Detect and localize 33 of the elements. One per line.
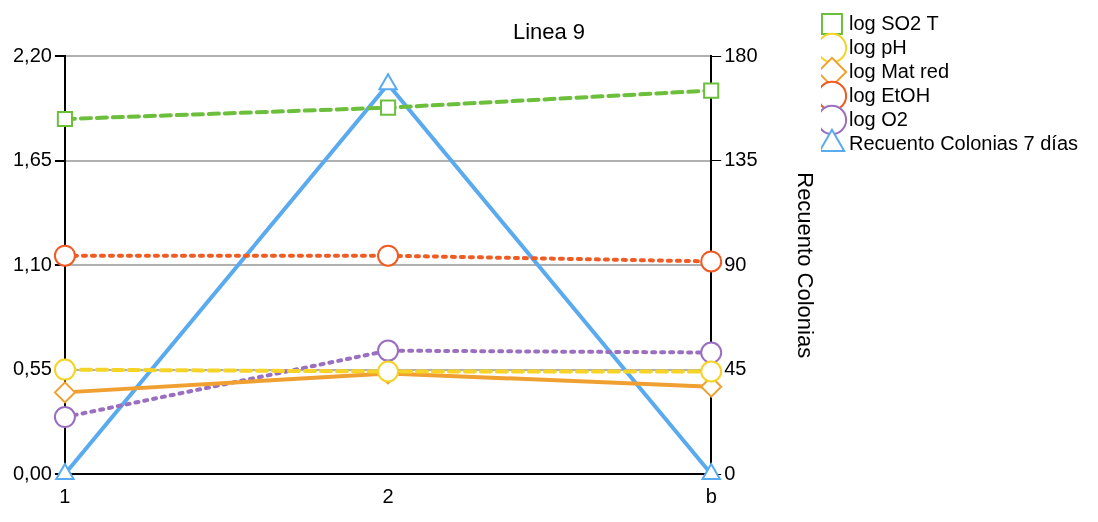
y2-tick-label: 180 — [724, 43, 758, 66]
legend-label: log SO2 T — [848, 11, 939, 34]
y-tick-label: 0,00 — [12, 461, 52, 484]
y-tick-label: 2,20 — [12, 43, 52, 66]
y2-tick-label: 0 — [724, 461, 736, 484]
x-tick-label: 1 — [59, 484, 71, 507]
point — [53, 406, 76, 429]
y2-axis-title: Recuento Colonias — [792, 172, 818, 359]
y2-tick-label: 45 — [724, 357, 747, 380]
legend-label: Recuento Colonias 7 días — [848, 131, 1079, 154]
legend-label: log EtOH — [848, 83, 931, 106]
point — [703, 82, 720, 99]
legend-label: log Mat red — [848, 59, 950, 82]
legend-label: log O2 — [848, 107, 908, 130]
y-tick-label: 0,55 — [12, 357, 52, 380]
point — [56, 110, 73, 128]
y-tick-label: 1,10 — [12, 252, 52, 275]
x-tick-label: b — [705, 484, 717, 507]
point — [700, 250, 723, 273]
point — [377, 339, 400, 362]
chart-title: Linea 9 — [512, 19, 586, 45]
point — [53, 244, 76, 267]
point — [53, 358, 76, 381]
point — [700, 360, 723, 383]
x-tick-label: 2 — [382, 484, 394, 507]
point — [377, 244, 400, 267]
y2-tick-label: 90 — [724, 252, 747, 275]
point — [53, 381, 76, 404]
point — [700, 341, 723, 364]
point — [379, 99, 397, 116]
y-tick-label: 1,65 — [12, 148, 52, 171]
legend-label: log pH — [848, 35, 907, 58]
y2-tick-label: 135 — [724, 148, 758, 171]
